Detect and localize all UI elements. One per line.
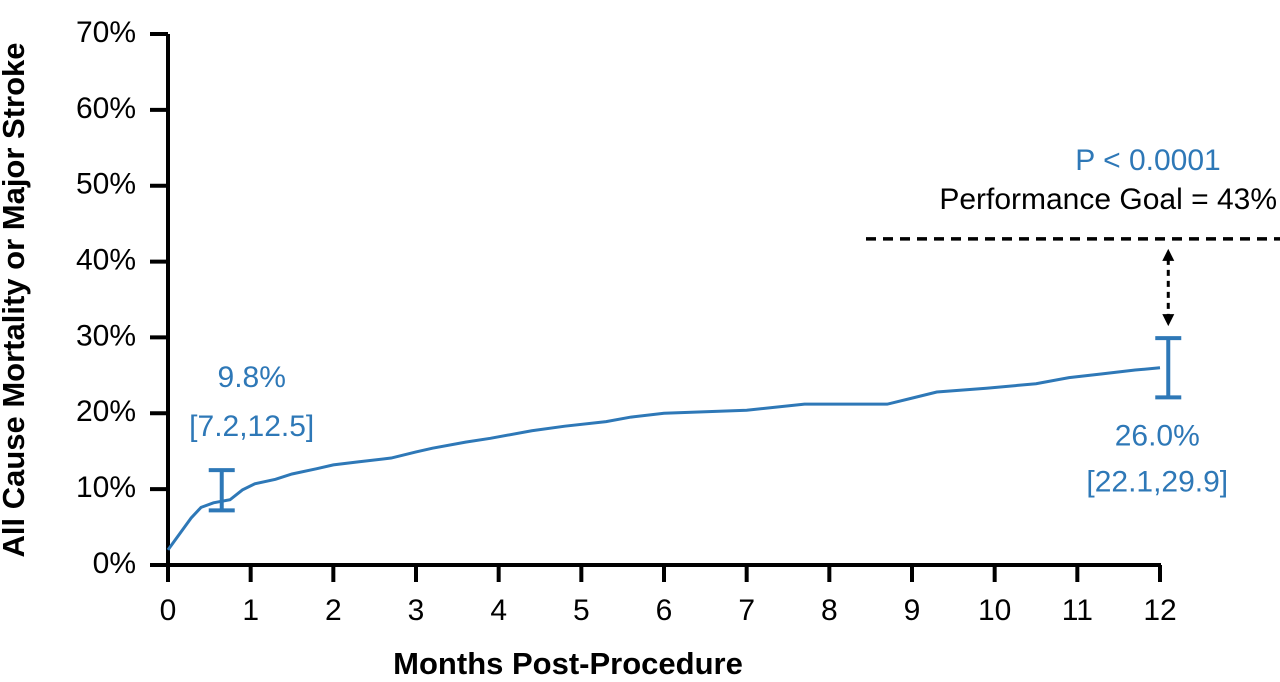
y-tick-label: 40% bbox=[76, 243, 136, 276]
interval-label: [7.2,12.5] bbox=[189, 410, 314, 443]
x-tick-label: 2 bbox=[325, 594, 342, 627]
x-axis-title: Months Post-Procedure bbox=[393, 646, 743, 681]
estimate-label: 26.0% bbox=[1115, 419, 1200, 452]
arrow-head bbox=[1162, 314, 1175, 327]
x-tick-label: 4 bbox=[490, 594, 507, 627]
arrow-head bbox=[1162, 248, 1175, 261]
x-tick-label: 5 bbox=[573, 594, 590, 627]
x-tick-label: 7 bbox=[738, 594, 755, 627]
error-bar bbox=[208, 468, 235, 513]
error-bar bbox=[1155, 336, 1182, 400]
performance-goal-label: Performance Goal = 43% bbox=[939, 183, 1277, 216]
y-axis-title: All Cause Mortality or Major Stroke bbox=[0, 42, 31, 557]
y-tick-label: 0% bbox=[93, 547, 136, 580]
y-tick-label: 70% bbox=[76, 16, 136, 49]
km-curve bbox=[166, 366, 1161, 551]
x-tick-label: 1 bbox=[242, 594, 259, 627]
x-tick-label: 8 bbox=[821, 594, 838, 627]
y-tick-label: 10% bbox=[76, 471, 136, 504]
x-tick-label: 9 bbox=[904, 594, 921, 627]
x-tick-label: 11 bbox=[1062, 594, 1093, 627]
y-tick-label: 30% bbox=[76, 319, 136, 352]
p-value: P < 0.0001 bbox=[1075, 144, 1220, 177]
x-tick-label: 6 bbox=[656, 594, 673, 627]
x-tick-label: 0 bbox=[160, 594, 177, 627]
interval-label: [22.1,29.9] bbox=[1086, 465, 1228, 498]
y-tick-label: 50% bbox=[76, 168, 136, 201]
x-tick-label: 10 bbox=[978, 594, 1011, 627]
x-tick-label: 12 bbox=[1143, 594, 1176, 627]
estimate-label: 9.8% bbox=[218, 361, 286, 394]
y-tick-label: 60% bbox=[76, 92, 136, 125]
x-tick-label: 3 bbox=[408, 594, 425, 627]
y-tick-label: 20% bbox=[76, 395, 136, 428]
